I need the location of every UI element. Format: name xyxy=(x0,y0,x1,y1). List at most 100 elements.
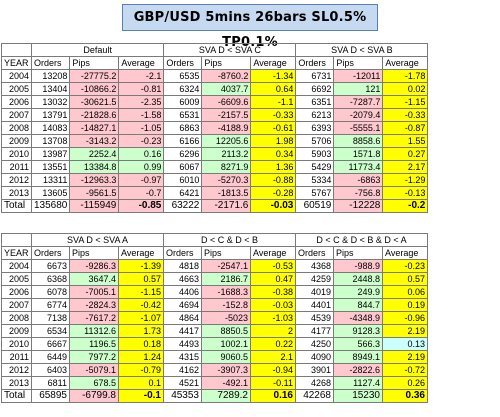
average-cell: -1.03 xyxy=(250,311,296,325)
orders-cell: 6010 xyxy=(163,173,203,187)
average-cell: -1.29 xyxy=(382,173,429,187)
group-header: SVA D < SVA A xyxy=(31,233,164,247)
average-cell: 1.98 xyxy=(250,134,297,148)
column-header-row: YEAR Orders Pips Average Orders Pips Average Or… xyxy=(1,246,428,260)
table-row: 2012 13311 -12963.3 -0.97 6010 -5270.3 -0.88 53… xyxy=(1,173,429,187)
orders-cell: 13311 xyxy=(30,173,71,187)
column-header: Average xyxy=(118,246,164,260)
column-header: Pips xyxy=(333,246,383,260)
average-cell: 2.19 xyxy=(382,324,428,338)
orders-cell: 4090 xyxy=(295,350,334,364)
pips-cell: 9128.3 xyxy=(333,324,383,338)
orders-cell: 4663 xyxy=(163,272,202,286)
average-cell: -1.07 xyxy=(118,311,164,325)
pips-cell: 844.7 xyxy=(333,298,383,312)
average-cell: 0.18 xyxy=(118,337,164,351)
column-header: Orders xyxy=(163,246,202,260)
average-cell: -0.94 xyxy=(250,363,296,377)
average-cell: -0.97 xyxy=(118,173,165,187)
total-orders-cell: 60519 xyxy=(295,199,335,213)
average-cell: -1.58 xyxy=(118,108,165,122)
total-pips-cell: 15230 xyxy=(333,389,383,403)
average-cell: -0.42 xyxy=(118,298,164,312)
year-cell: 2011 xyxy=(1,160,32,174)
orders-cell: 6535 xyxy=(163,69,203,83)
orders-cell: 4268 xyxy=(295,376,334,390)
table-row: 2013 13605 -9561.5 -0.7 6421 -1813.5 -0.28 5767… xyxy=(1,186,429,200)
pips-cell: -3907.3 xyxy=(201,363,251,377)
table-row: 2012 6403 -5079.1 -0.79 4162 -3907.3 -0.94 3901… xyxy=(1,363,428,377)
pips-cell: -756.8 xyxy=(333,186,384,200)
year-cell: 2004 xyxy=(1,259,32,273)
orders-cell: 6351 xyxy=(295,95,335,109)
table-row: 2006 6078 -7005.1 -1.15 4406 -1688.3 -0.38 4019… xyxy=(1,285,428,299)
orders-cell: 6449 xyxy=(31,350,70,364)
pips-cell: -4188.9 xyxy=(201,121,252,135)
orders-cell: 4019 xyxy=(295,285,334,299)
orders-cell: 13791 xyxy=(30,108,71,122)
year-cell: 2007 xyxy=(1,108,32,122)
total-average-cell: 0.16 xyxy=(250,389,296,403)
pips-cell: 3647.4 xyxy=(69,272,119,286)
pips-cell: 9060.5 xyxy=(201,350,251,364)
table-row: 2011 13551 13384.8 0.99 6067 8271.9 1.36 5429 11… xyxy=(1,160,429,174)
average-cell: -0.79 xyxy=(118,363,164,377)
pips-cell: 8850.5 xyxy=(201,324,251,338)
year-cell: 2005 xyxy=(1,272,32,286)
total-average-cell: -0.2 xyxy=(382,199,429,213)
average-cell: 0.16 xyxy=(118,147,165,161)
year-cell: 2009 xyxy=(1,324,32,338)
average-cell: -0.23 xyxy=(118,134,165,148)
average-cell: -0.72 xyxy=(382,363,428,377)
pips-cell: -2547.1 xyxy=(201,259,251,273)
pips-cell: -30621.5 xyxy=(69,95,120,109)
pips-cell: 1127.4 xyxy=(333,376,383,390)
total-average-cell: -0.85 xyxy=(118,199,165,213)
pips-cell: 8949.1 xyxy=(333,350,383,364)
average-cell: -2.35 xyxy=(118,95,165,109)
pips-cell: 249.9 xyxy=(333,285,383,299)
orders-cell: 13708 xyxy=(30,134,71,148)
orders-cell: 6811 xyxy=(31,376,70,390)
group-header: SVA D < SVA C xyxy=(163,43,297,57)
group-header: SVA D < SVA B xyxy=(295,43,429,57)
year-cell: 2012 xyxy=(1,363,32,377)
pips-cell: -2157.5 xyxy=(201,108,252,122)
table-row: 2007 13791 -21828.6 -1.58 6531 -2157.5 -0.33 62… xyxy=(1,108,429,122)
average-cell: 0.1 xyxy=(118,376,164,390)
year-cell: 2010 xyxy=(1,337,32,351)
average-cell: 0.27 xyxy=(382,147,429,161)
orders-cell: 6403 xyxy=(31,363,70,377)
orders-cell: 6067 xyxy=(163,160,203,174)
average-cell: -0.61 xyxy=(250,121,297,135)
pips-cell: -152.8 xyxy=(201,298,251,312)
total-orders-cell: 63222 xyxy=(163,199,203,213)
pips-cell: -2079.4 xyxy=(333,108,384,122)
orders-cell: 5706 xyxy=(295,134,335,148)
pips-cell: -9561.5 xyxy=(69,186,120,200)
pips-cell: -5023 xyxy=(201,311,251,325)
orders-cell: 5429 xyxy=(295,160,335,174)
orders-cell: 4521 xyxy=(163,376,202,390)
total-average-cell: -0.1 xyxy=(118,389,164,403)
year-cell: 2013 xyxy=(1,186,32,200)
year-cell: 2007 xyxy=(1,298,32,312)
average-cell: 0.57 xyxy=(118,272,164,286)
column-header: Average xyxy=(250,56,297,70)
average-cell: 2 xyxy=(250,324,296,338)
column-header: Pips xyxy=(333,56,384,70)
table-row: 2013 6811 678.5 0.1 4521 -492.1 -0.11 4268 1127.… xyxy=(1,376,428,390)
pips-cell: -27775.2 xyxy=(69,69,120,83)
year-cell: 2011 xyxy=(1,350,32,364)
pips-cell: 678.5 xyxy=(69,376,119,390)
table-row: 2008 7138 -7617.2 -1.07 4864 -5023 -1.03 4539 -4… xyxy=(1,311,428,325)
pips-cell: -7005.1 xyxy=(69,285,119,299)
orders-cell: 13605 xyxy=(30,186,71,200)
table-row: 2005 6368 3647.4 0.57 4663 2186.7 0.47 4259 2448… xyxy=(1,272,428,286)
orders-cell: 6421 xyxy=(163,186,203,200)
average-cell: 0.13 xyxy=(382,337,428,351)
year-cell: 2004 xyxy=(1,69,32,83)
pips-cell: -5270.3 xyxy=(201,173,252,187)
table-row: 2007 6774 -2824.3 -0.42 4694 -152.8 -0.03 4401 8… xyxy=(1,298,428,312)
average-cell: 0.02 xyxy=(382,82,429,96)
